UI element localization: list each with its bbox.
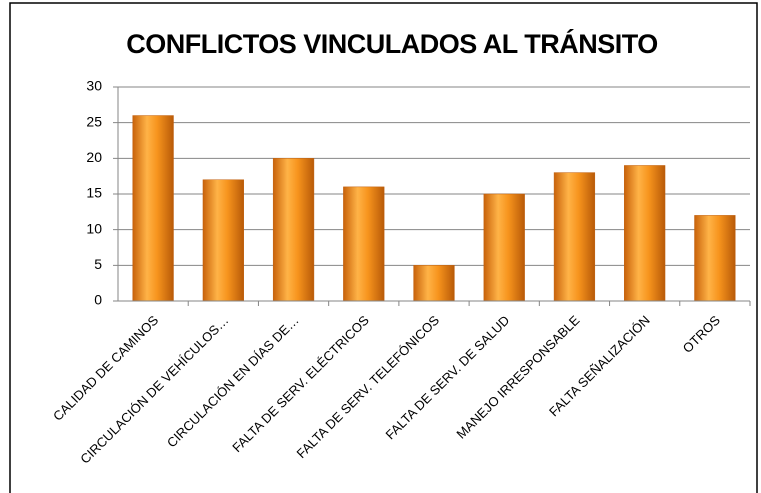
y-tick-label: 10 — [86, 220, 102, 236]
bar — [413, 265, 455, 302]
bar — [553, 172, 596, 302]
y-tick-label: 15 — [86, 185, 102, 201]
bar — [202, 179, 244, 302]
y-tick-label: 0 — [94, 292, 102, 308]
bar — [483, 193, 525, 302]
bar — [132, 115, 174, 302]
y-tick-label: 30 — [86, 78, 102, 94]
y-tick-label: 20 — [86, 149, 102, 165]
bar — [343, 186, 385, 302]
bar — [272, 158, 315, 302]
bar — [694, 215, 736, 302]
y-tick-label: 5 — [94, 256, 102, 272]
bar — [624, 165, 666, 302]
chart-title: CONFLICTOS VINCULADOS AL TRÁNSITO — [126, 28, 658, 59]
y-tick-label: 25 — [86, 113, 102, 129]
